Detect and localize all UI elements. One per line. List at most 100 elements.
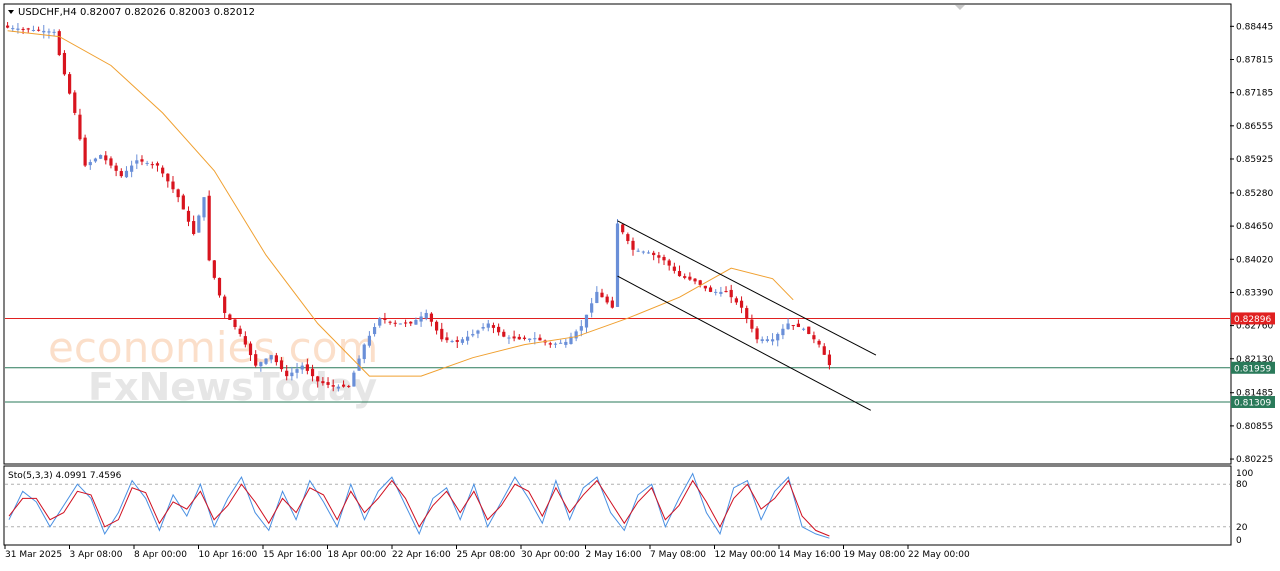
time-tick-label: 19 May 08:00 — [844, 550, 906, 560]
candle-body — [393, 322, 397, 324]
candle-body — [341, 384, 346, 387]
candle-body — [729, 289, 733, 298]
price-tick-label: 0.85925 — [1236, 155, 1273, 165]
candle-body — [150, 164, 154, 166]
level-price-box — [1231, 361, 1275, 374]
price-tick-label: 0.82760 — [1236, 322, 1273, 332]
price-tick-label: 0.87185 — [1236, 89, 1273, 99]
candle-body — [698, 280, 702, 285]
candle-body — [760, 339, 764, 342]
candle-body — [217, 277, 222, 296]
candle-body — [42, 30, 46, 33]
collapse-triangle-icon[interactable] — [8, 10, 14, 14]
channel-line — [617, 275, 872, 411]
candle-body — [683, 276, 687, 278]
candle-body — [512, 336, 516, 339]
candle-body — [223, 296, 227, 313]
candle-body — [807, 326, 811, 335]
time-tick-label: 31 Mar 2025 — [5, 550, 62, 560]
shift-marker-icon[interactable] — [955, 5, 965, 10]
level-price-box — [1231, 395, 1275, 408]
time-tick-label: 18 Apr 00:00 — [328, 550, 387, 560]
candle-body — [140, 159, 144, 162]
candle-body — [517, 336, 521, 340]
candle-body — [62, 52, 67, 75]
price-tick-label: 0.87815 — [1236, 55, 1273, 65]
candle-body — [26, 28, 30, 30]
price-tick-label: 0.83390 — [1236, 288, 1273, 298]
candle-body — [372, 327, 377, 335]
candle-body — [770, 339, 775, 342]
candle-body — [781, 328, 785, 336]
stoch-tick-label: 100 — [1236, 469, 1253, 479]
candle-body — [47, 31, 51, 33]
candle-body — [584, 314, 589, 328]
candle-body — [419, 316, 423, 322]
candle-body — [621, 224, 625, 233]
candle-body — [750, 319, 754, 329]
candle-body — [388, 321, 392, 323]
level-price-label: 0.82896 — [1234, 315, 1271, 325]
time-tick-label: 10 Apr 16:00 — [199, 550, 258, 560]
candle-body — [636, 250, 640, 252]
candle-body — [274, 355, 278, 363]
candle-body — [466, 336, 470, 341]
time-tick-label: 30 Apr 00:00 — [521, 550, 580, 560]
candle-body — [755, 328, 759, 340]
candle-body — [290, 372, 294, 377]
time-tick-label: 3 Apr 08:00 — [70, 550, 123, 560]
candle-body — [450, 341, 454, 343]
candle-body — [522, 337, 527, 339]
candle-body — [181, 195, 185, 210]
candle-body — [734, 298, 738, 303]
candle-body — [161, 167, 165, 174]
candle-body — [176, 189, 180, 198]
candle-body — [559, 342, 563, 344]
candle-body — [801, 328, 806, 330]
candle-body — [347, 385, 351, 387]
candle-body — [445, 337, 449, 341]
candle-body — [36, 29, 41, 31]
candle-body — [652, 252, 656, 256]
candle-body — [708, 287, 713, 292]
candle-body — [186, 210, 191, 222]
candle-body — [481, 327, 485, 329]
candle-body — [16, 28, 20, 30]
candle-body — [259, 362, 263, 367]
candle-body — [78, 114, 82, 140]
candle-body — [228, 314, 232, 320]
candle-body — [367, 335, 371, 346]
candle-body — [279, 360, 284, 370]
candle-body — [786, 323, 790, 330]
time-tick-label: 7 May 08:00 — [650, 550, 706, 560]
candle-body — [197, 215, 201, 233]
time-tick-label: 15 Apr 16:00 — [263, 550, 322, 560]
candle-body — [114, 165, 118, 171]
price-tick-label: 0.84650 — [1236, 222, 1273, 232]
candle-body — [714, 291, 718, 293]
candle-body — [135, 160, 139, 164]
candle-body — [171, 181, 175, 190]
candle-body — [99, 155, 103, 159]
candle-body — [703, 285, 707, 289]
candle-body — [166, 173, 170, 182]
candle-body — [595, 291, 599, 304]
candle-body — [657, 255, 661, 258]
candle-body — [378, 318, 382, 326]
candle-body — [207, 195, 211, 261]
candle-body — [641, 251, 645, 253]
candle-body — [817, 340, 821, 345]
candle-body — [615, 223, 620, 307]
candle-body — [269, 355, 273, 360]
candle-body — [719, 291, 723, 294]
candle-body — [109, 158, 113, 166]
stoch-tick-label: 20 — [1236, 523, 1248, 533]
price-tick-label: 0.82130 — [1236, 355, 1273, 365]
candle-body — [336, 386, 340, 389]
candle-body — [424, 312, 428, 319]
candle-body — [538, 337, 542, 341]
indicator-label: Sto(5,3,3) 4.0991 7.4596 — [8, 471, 122, 481]
